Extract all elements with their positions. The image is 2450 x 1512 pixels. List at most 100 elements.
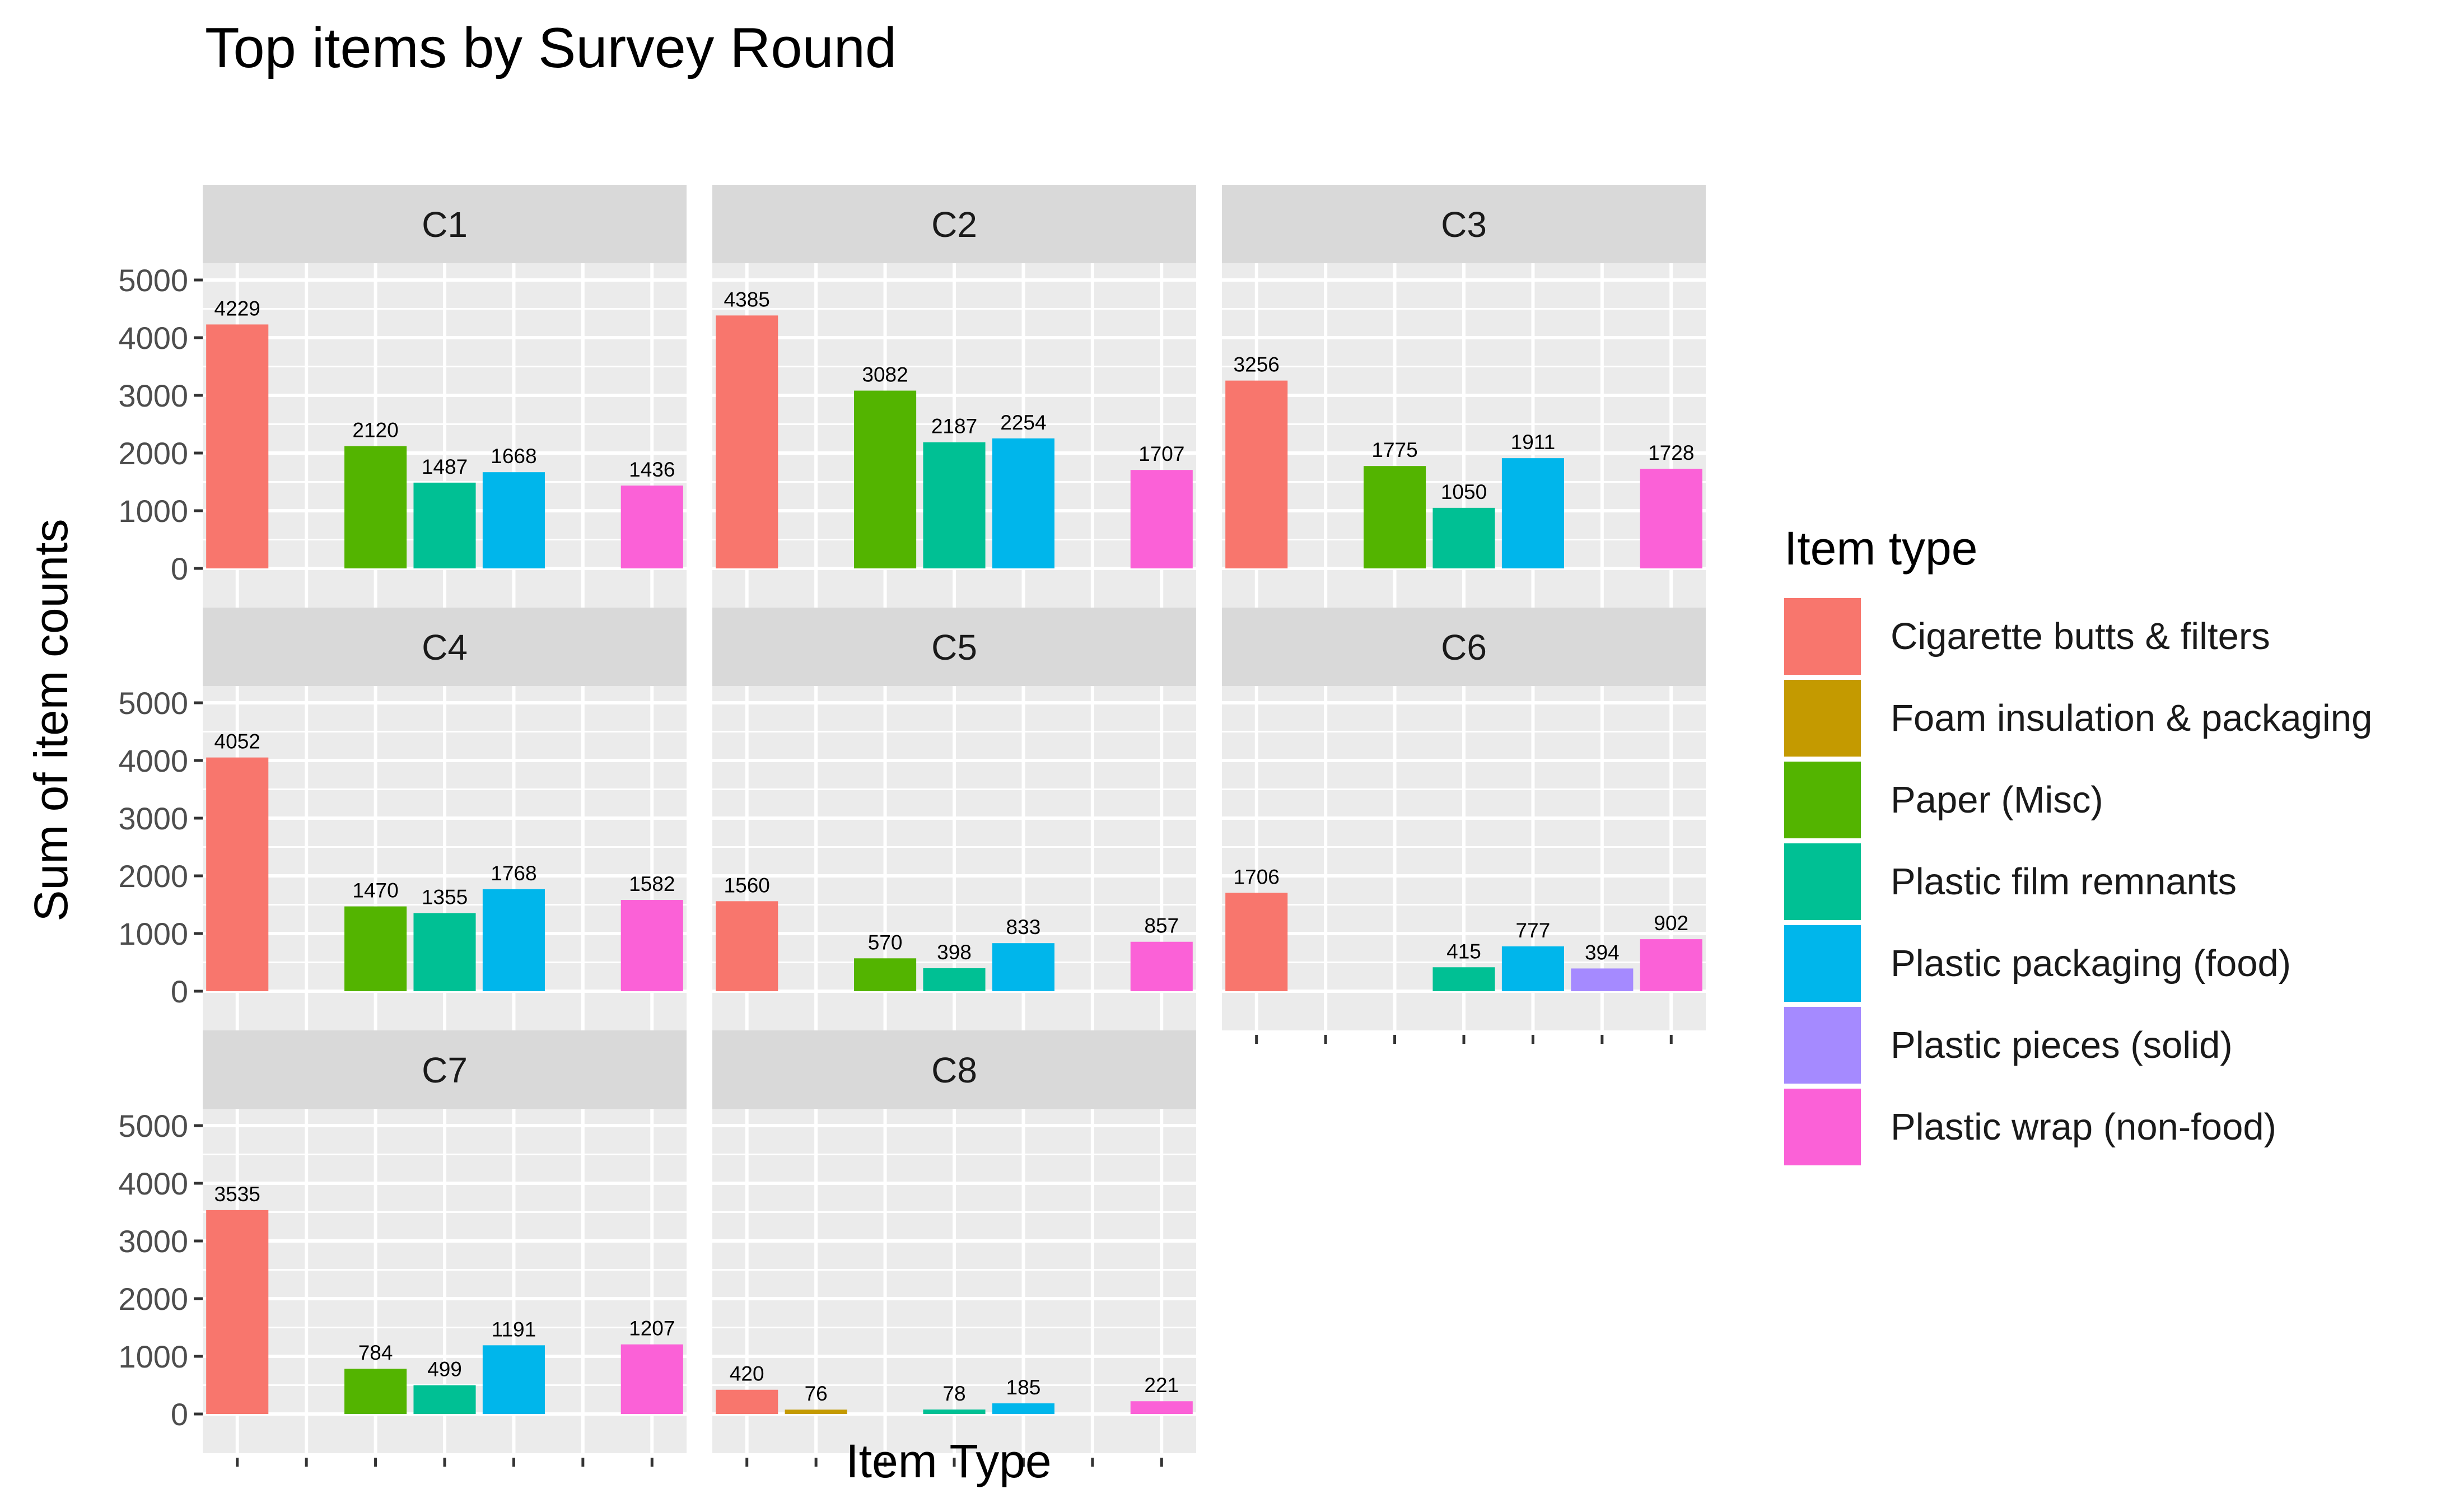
bar [854,958,917,991]
bar [1640,939,1702,991]
bar [1225,380,1288,568]
bar-value-label: 2187 [931,415,977,438]
facet-C4: C4 4052 1470 1355 1768 1582 0 1000 2000 3000 4000 5… [118,608,687,1030]
bar [482,472,545,568]
y-tick-label: 2000 [118,858,188,894]
legend: Item type Cigarette butts & filters Foam … [1784,522,2372,1165]
legend-label: Plastic packaging (food) [1891,942,2291,984]
bar [413,1385,476,1414]
facet-C7: C7 3535 784 499 1191 1207 0 1000 2000 3000 4000 500… [118,1030,687,1467]
bar [854,390,917,568]
facet-strip [712,185,1196,263]
facet-C1: C1 4229 2120 1487 1668 1436 0 1000 2000 3000 4000 5… [118,185,687,608]
facet-C5: C5 1560 570 398 833 857 [712,608,1196,1030]
legend-label: Paper (Misc) [1891,779,2103,821]
y-tick-label: 4000 [118,743,188,778]
legend-label: Plastic pieces (solid) [1891,1024,2233,1066]
bar-value-label: 1560 [724,874,770,897]
bar-value-label: 1470 [352,879,398,902]
y-tick-label: 5000 [118,685,188,721]
y-tick-label: 4000 [118,1166,188,1201]
bar-value-label: 221 [1144,1374,1179,1397]
legend-label: Plastic wrap (non-food) [1891,1106,2276,1148]
bar-value-label: 3535 [214,1183,260,1206]
y-tick-label: 0 [171,1397,188,1432]
bar-value-label: 857 [1144,914,1179,937]
legend-swatch [1784,1007,1861,1084]
y-tick-label: 5000 [118,263,188,298]
bar-value-label: 1706 [1234,865,1280,888]
bar [344,1369,407,1414]
facet-strip [203,185,687,263]
chart-title: Top items by Survey Round [205,17,897,80]
y-tick-label: 3000 [118,1224,188,1259]
bar [482,889,545,991]
legend-label: Foam insulation & packaging [1891,697,2372,739]
bar [620,900,683,991]
bar-value-label: 2254 [1000,411,1046,434]
bar-value-label: 902 [1654,912,1688,935]
facet-strip [712,608,1196,686]
bar-value-label: 1768 [491,862,536,885]
legend-label: Plastic film remnants [1891,861,2237,903]
x-axis-title: Item Type [846,1435,1051,1487]
y-tick-label: 3000 [118,801,188,836]
facet-strip [1222,185,1706,263]
bar [923,1409,986,1414]
facet-strip-label: C3 [1441,204,1487,245]
legend-swatch [1784,843,1861,920]
bar-value-label: 1728 [1648,441,1694,464]
bar-value-label: 2120 [352,419,398,442]
bar [1130,470,1193,568]
bar [1130,1401,1193,1414]
bar-value-label: 784 [358,1341,393,1364]
bar [1432,507,1495,568]
bar [1130,941,1193,991]
facet-C6: C6 1706 415 777 394 902 [1222,608,1706,1044]
facet-C3: C3 3256 1775 1050 1911 1728 [1222,185,1706,608]
bar-value-label: 777 [1516,919,1551,942]
y-tick-label: 4000 [118,320,188,356]
bar-value-label: 4385 [724,288,770,311]
bar-value-label: 76 [805,1382,828,1405]
bar-value-label: 3082 [862,363,908,386]
legend-swatch [1784,762,1861,838]
facet-strip [203,1030,687,1109]
bar [1571,968,1634,991]
facet-C8: C8 420 76 78 185 221 [712,1030,1196,1467]
facet-strip-label: C1 [422,204,468,245]
facet-strip [712,1030,1196,1109]
facet-strip-label: C2 [931,204,977,245]
bar [482,1345,545,1414]
y-tick-label: 1000 [118,493,188,529]
bar [716,1389,778,1414]
bar-value-label: 1668 [491,445,536,468]
y-tick-label: 0 [171,551,188,586]
y-tick-label: 2000 [118,1281,188,1317]
bar [992,438,1054,568]
y-tick-label: 5000 [118,1108,188,1144]
bar-value-label: 420 [730,1362,764,1385]
bar-value-label: 1707 [1138,442,1184,465]
bar [992,1403,1054,1414]
y-tick-label: 1000 [118,916,188,951]
bar [785,1410,847,1414]
bar-value-label: 185 [1006,1376,1041,1399]
bar [1640,469,1702,568]
bar-value-label: 1436 [629,458,675,481]
bar [1501,946,1564,991]
bar [1432,967,1495,991]
legend-items: Cigarette butts & filters Foam insulation… [1784,598,2372,1165]
y-tick-label: 2000 [118,436,188,471]
y-tick-label: 3000 [118,378,188,413]
bar [206,1210,269,1414]
bar [1225,893,1288,991]
bar [992,943,1054,991]
bar [206,757,269,991]
bar-value-label: 1775 [1371,438,1417,461]
y-tick-label: 1000 [118,1339,188,1374]
bar [344,446,407,568]
bar [344,906,407,991]
legend-label: Cigarette butts & filters [1891,615,2270,657]
